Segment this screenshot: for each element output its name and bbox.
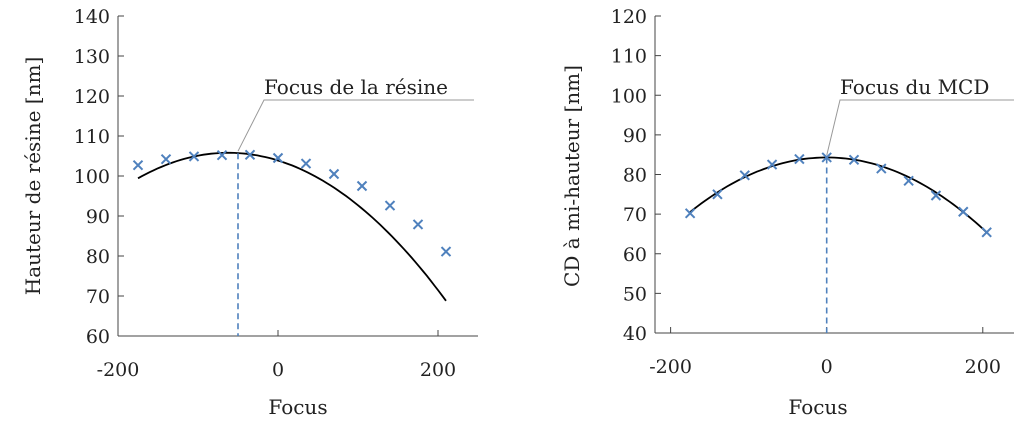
data-markers: [684, 152, 992, 238]
data-point: [848, 154, 860, 166]
data-point: [712, 189, 723, 200]
annotation-leader: [237, 99, 474, 152]
annotation-label: Focus de la résine: [264, 75, 448, 99]
x-ticks: -200 0 200: [97, 330, 456, 381]
data-point: [794, 153, 805, 165]
y-tick-label: 70: [86, 286, 110, 308]
data-point: [903, 175, 914, 187]
data-point: [188, 151, 200, 162]
chart-resin-height: 60 70 80 90 100 110 120 130 140 -200 0 200 Focus d…: [21, 6, 478, 419]
data-point: [876, 163, 887, 174]
x-ticks: -200 0 200: [649, 327, 1001, 378]
x-tick-label: -200: [649, 356, 692, 378]
x-tick-label: 0: [272, 359, 284, 381]
y-ticks: 60 70 80 90 100 110 120 130 140: [74, 6, 124, 348]
y-tick-label: 60: [623, 244, 647, 266]
data-point: [160, 153, 172, 165]
y-tick-label: 120: [74, 86, 110, 108]
y-tick-label: 100: [74, 166, 110, 188]
y-tick-label: 110: [611, 46, 647, 68]
data-point: [412, 219, 424, 230]
fit-curve: [137, 151, 447, 302]
data-point: [356, 180, 368, 192]
y-tick-label: 40: [623, 323, 647, 345]
x-tick-label: 200: [965, 356, 1001, 378]
data-markers: [132, 149, 452, 257]
y-tick-label: 110: [74, 126, 110, 148]
y-tick-label: 50: [623, 283, 647, 305]
x-tick-label: 200: [420, 359, 456, 381]
y-ticks: 40 50 60 70 80 90 100 110 120: [611, 6, 661, 345]
data-point: [981, 227, 992, 238]
data-point: [684, 208, 696, 219]
x-tick-label: 0: [821, 356, 833, 378]
data-point: [766, 159, 778, 170]
y-tick-label: 80: [623, 165, 647, 187]
data-point: [958, 206, 969, 217]
data-point: [272, 152, 284, 164]
plot-frame: [654, 16, 1014, 334]
data-point: [132, 159, 144, 171]
y-axis-title: CD à mi-hauteur [nm]: [560, 65, 584, 287]
data-point: [384, 200, 396, 211]
y-tick-label: 90: [623, 125, 647, 147]
data-point: [300, 158, 312, 169]
y-tick-label: 60: [86, 326, 110, 348]
data-point: [244, 149, 256, 161]
annotation-label: Focus du MCD: [840, 75, 989, 99]
y-tick-label: 70: [623, 204, 647, 226]
x-axis-title: Focus: [788, 395, 847, 419]
data-point: [328, 168, 340, 180]
y-tick-label: 80: [86, 246, 110, 268]
fit-curve: [689, 156, 988, 234]
annotation-leader: [826, 99, 1014, 156]
y-tick-label: 120: [611, 6, 647, 28]
x-tick-label: -200: [97, 359, 140, 381]
y-tick-label: 130: [74, 46, 110, 68]
plot-frame: [117, 16, 478, 337]
y-axis-title: Hauteur de résine [nm]: [21, 57, 45, 296]
data-point: [739, 170, 750, 181]
data-point: [930, 190, 942, 201]
y-tick-label: 100: [611, 85, 647, 107]
data-point: [216, 149, 228, 161]
y-tick-label: 90: [86, 206, 110, 228]
y-tick-label: 140: [74, 6, 110, 28]
data-point: [440, 246, 452, 257]
x-axis-title: Focus: [268, 395, 327, 419]
chart-cd-half-height: 40 50 60 70 80 90 100 110 120 -200 0 200 Focus du …: [560, 6, 1014, 419]
